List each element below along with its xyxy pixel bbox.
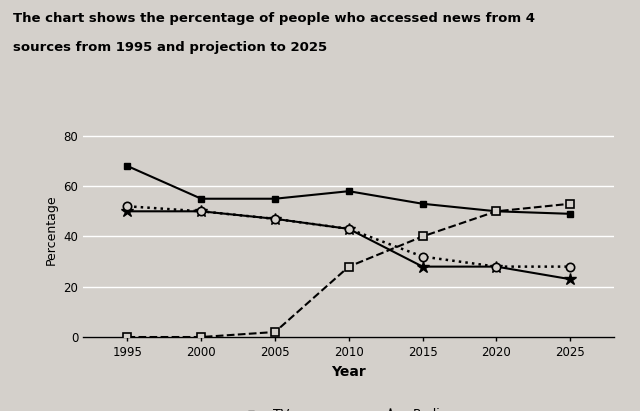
Text: The chart shows the percentage of people who accessed news from 4: The chart shows the percentage of people… bbox=[13, 12, 535, 25]
Y-axis label: Percentage: Percentage bbox=[45, 195, 58, 266]
Legend: TV, Newspaper, Radio, Internet: TV, Newspaper, Radio, Internet bbox=[231, 403, 467, 411]
Text: sources from 1995 and projection to 2025: sources from 1995 and projection to 2025 bbox=[13, 41, 327, 54]
X-axis label: Year: Year bbox=[332, 365, 366, 379]
